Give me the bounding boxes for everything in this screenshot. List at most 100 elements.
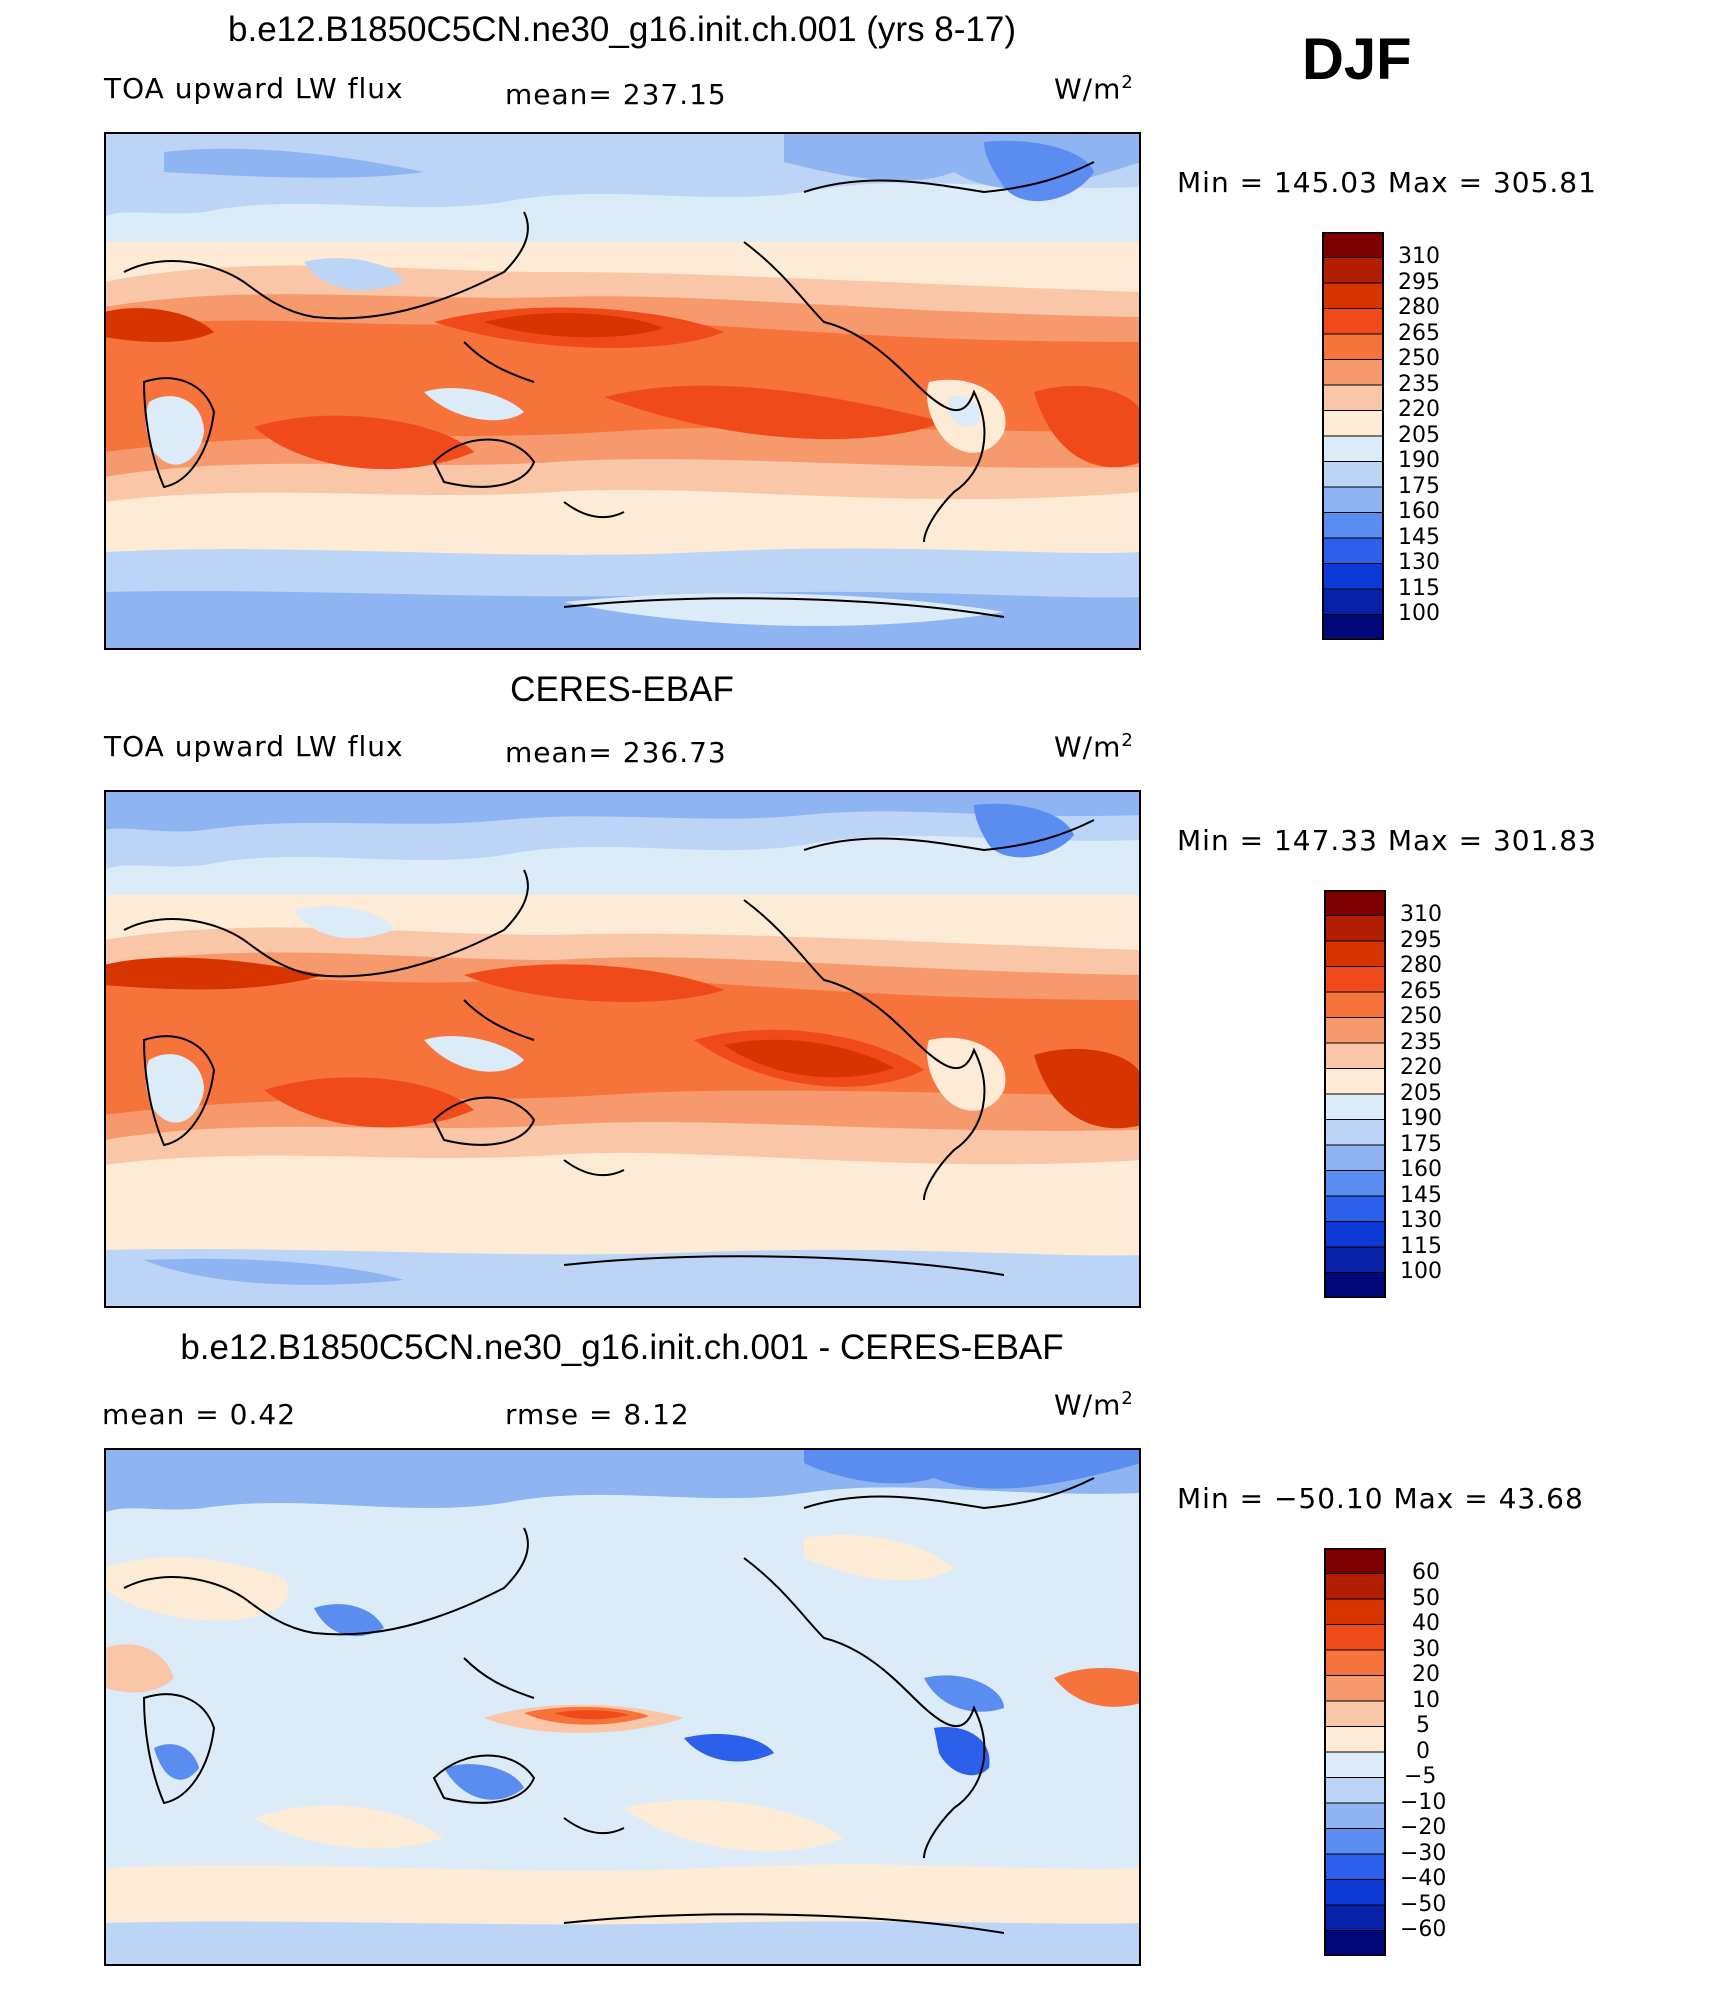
colorbar-1-tick-label: 310 [1398, 244, 1440, 269]
colorbar-3-swatch [1324, 1598, 1386, 1625]
colorbar-2-swatch [1324, 1119, 1386, 1146]
colorbar-2-tick-label: 175 [1400, 1132, 1442, 1157]
colorbar-1-swatch [1322, 308, 1384, 335]
colorbar-1-tick-label: 145 [1398, 525, 1440, 550]
colorbar-2-swatch [1324, 1068, 1386, 1095]
colorbar-2-swatch [1324, 915, 1386, 942]
panel-2-units-label: W/m2 [1054, 730, 1134, 764]
colorbar-2-tick-label: 145 [1400, 1183, 1442, 1208]
colorbar-1-swatch [1322, 410, 1384, 437]
colorbar-2-tick-label: 280 [1400, 953, 1442, 978]
colorbar-3-swatch [1324, 1548, 1386, 1574]
colorbar-3-tick-label: 30 [1412, 1637, 1440, 1662]
panel-3-rmse-label: rmse = 8.12 [505, 1398, 690, 1431]
colorbar-3-tick-label: 60 [1412, 1560, 1440, 1585]
colorbar-3-tick-label: 0 [1416, 1739, 1430, 1764]
colorbar-2-swatch [1324, 1246, 1386, 1273]
colorbar-1-swatch [1322, 563, 1384, 590]
colorbar-1-swatch [1322, 333, 1384, 360]
colorbar-2-tick-label: 220 [1400, 1055, 1442, 1080]
colorbar-2-swatch [1324, 1042, 1386, 1069]
colorbar-3-tick-label: −5 [1404, 1764, 1437, 1789]
colorbar-2-tick-label: 130 [1400, 1208, 1442, 1233]
colorbar-3-swatch [1324, 1726, 1386, 1753]
colorbar-1-swatch [1322, 614, 1384, 640]
colorbar-3-tick-label: −40 [1400, 1866, 1447, 1891]
panel-2-colorbar [1324, 890, 1386, 1298]
colorbar-3-swatch [1324, 1649, 1386, 1676]
panel-3-units-label: W/m2 [1054, 1388, 1134, 1422]
colorbar-2-swatch [1324, 1144, 1386, 1171]
colorbar-3-swatch [1324, 1700, 1386, 1727]
colorbar-1-swatch [1322, 512, 1384, 539]
colorbar-1-swatch [1322, 384, 1384, 411]
colorbar-2-tick-label: 265 [1400, 979, 1442, 1004]
colorbar-1-tick-label: 220 [1398, 397, 1440, 422]
panel-2-title: CERES-EBAF [510, 670, 734, 709]
colorbar-2-border [1324, 890, 1386, 1298]
colorbar-2-swatch [1324, 1195, 1386, 1222]
colorbar-3-tick-label: 5 [1416, 1713, 1430, 1738]
colorbar-3-swatch [1324, 1675, 1386, 1702]
panel-1-colorbar [1322, 232, 1384, 640]
colorbar-3-tick-label: −20 [1400, 1815, 1447, 1840]
colorbar-1-tick-label: 295 [1398, 270, 1440, 295]
colorbar-2-tick-label: 250 [1400, 1004, 1442, 1029]
colorbar-1-border [1322, 232, 1384, 640]
colorbar-1-swatch [1322, 461, 1384, 488]
colorbar-1-tick-label: 100 [1398, 601, 1440, 626]
panel-2-mean-label: mean= 236.73 [505, 736, 727, 769]
colorbar-2-swatch [1324, 940, 1386, 967]
colorbar-1-tick-label: 115 [1398, 576, 1440, 601]
panel-1-minmax-label: Min = 145.03 Max = 305.81 [1177, 166, 1597, 199]
season-label: DJF [1302, 27, 1412, 92]
colorbar-2-swatch [1324, 1272, 1386, 1298]
colorbar-1-swatch [1322, 588, 1384, 615]
colorbar-1-swatch [1322, 486, 1384, 513]
colorbar-1-swatch [1322, 359, 1384, 386]
colorbar-3-swatch [1324, 1853, 1386, 1880]
colorbar-2-swatch [1324, 1170, 1386, 1197]
panel-1-variable-label: TOA upward LW flux [104, 72, 404, 105]
colorbar-2-tick-label: 190 [1400, 1106, 1442, 1131]
colorbar-1-tick-label: 250 [1398, 346, 1440, 371]
colorbar-3-border [1324, 1548, 1386, 1956]
panel-1-mean-label: mean= 237.15 [505, 78, 727, 111]
colorbar-2-tick-label: 160 [1400, 1157, 1442, 1182]
colorbar-2-swatch [1324, 991, 1386, 1018]
panel-1-title: b.e12.B1850C5CN.ne30_g16.init.ch.001 (yr… [228, 10, 1016, 49]
colorbar-1-tick-label: 235 [1398, 372, 1440, 397]
colorbar-2-tick-label: 205 [1400, 1081, 1442, 1106]
colorbar-3-swatch [1324, 1828, 1386, 1855]
colorbar-1-swatch [1322, 282, 1384, 309]
colorbar-2-tick-label: 295 [1400, 928, 1442, 953]
colorbar-1-swatch [1322, 435, 1384, 462]
colorbar-1-tick-label: 175 [1398, 474, 1440, 499]
colorbar-3-tick-label: −50 [1400, 1892, 1447, 1917]
colorbar-3-tick-label: 10 [1412, 1688, 1440, 1713]
colorbar-3-tick-label: −60 [1400, 1917, 1447, 1942]
panel-3-colorbar [1324, 1548, 1386, 1956]
colorbar-2-tick-label: 100 [1400, 1259, 1442, 1284]
colorbar-1-tick-label: 190 [1398, 448, 1440, 473]
colorbar-1-tick-label: 265 [1398, 321, 1440, 346]
colorbar-1-tick-label: 205 [1398, 423, 1440, 448]
colorbar-3-tick-label: −30 [1400, 1841, 1447, 1866]
panel-3-minmax-label: Min = −50.10 Max = 43.68 [1177, 1482, 1584, 1515]
colorbar-3-tick-label: −10 [1400, 1790, 1447, 1815]
panel-2-minmax-label: Min = 147.33 Max = 301.83 [1177, 824, 1597, 857]
colorbar-2-tick-label: 115 [1400, 1234, 1442, 1259]
colorbar-3-swatch [1324, 1802, 1386, 1829]
panel-1-map [104, 132, 1141, 650]
colorbar-1-swatch [1322, 257, 1384, 284]
colorbar-3-swatch [1324, 1624, 1386, 1651]
colorbar-1-tick-label: 160 [1398, 499, 1440, 524]
colorbar-3-swatch [1324, 1930, 1386, 1956]
panel-3-title: b.e12.B1850C5CN.ne30_g16.init.ch.001 - C… [180, 1328, 1064, 1367]
colorbar-3-tick-label: 50 [1412, 1586, 1440, 1611]
colorbar-1-tick-label: 130 [1398, 550, 1440, 575]
colorbar-3-swatch [1324, 1751, 1386, 1778]
colorbar-2-swatch [1324, 890, 1386, 916]
colorbar-2-swatch [1324, 1017, 1386, 1044]
colorbar-2-swatch [1324, 1093, 1386, 1120]
